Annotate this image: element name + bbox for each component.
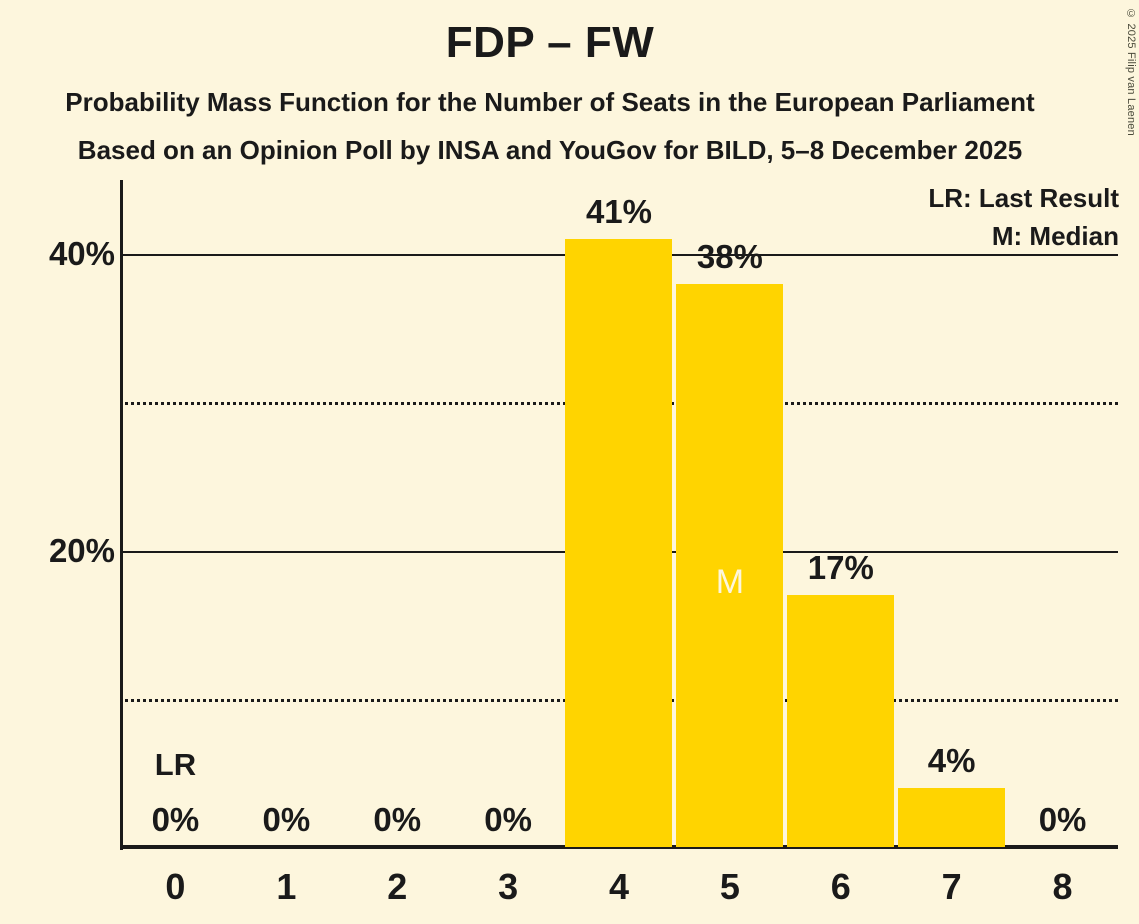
y-axis-line	[120, 180, 123, 850]
bar-value-label-seat-3: 0%	[484, 801, 532, 838]
bar-value-label-seat-4: 41%	[585, 193, 653, 231]
x-axis-tick-label-3: 3	[498, 866, 519, 907]
legend-item-last-result: LR: Last Result	[928, 183, 1119, 213]
bar-value-label-seat-6: 17%	[807, 549, 874, 587]
chart-subtitle-1: Probability Mass Function for the Number…	[65, 87, 1035, 117]
last-result-marker: LR	[154, 747, 197, 782]
x-axis-tick-label-4: 4	[608, 866, 629, 907]
y-axis-tick-label: 40%	[48, 235, 115, 273]
median-marker: M	[715, 562, 745, 601]
chart-subtitle-2: Based on an Opinion Poll by INSA and You…	[77, 135, 1023, 165]
x-axis-tick-label-0: 0	[165, 866, 186, 907]
x-axis-line	[120, 845, 1118, 849]
bar-seat-4	[565, 239, 673, 847]
bar-seat-6	[787, 595, 895, 847]
legend-item-median: M: Median	[991, 220, 1119, 251]
bar-seat-7	[898, 787, 1006, 847]
bar-value-label-seat-0: 0%	[151, 801, 200, 838]
bar-value-label-seat-1: 0%	[262, 801, 311, 838]
x-axis-tick-label-8: 8	[1052, 866, 1073, 907]
x-axis-tick-label-5: 5	[719, 866, 740, 907]
x-axis-tick-label-6: 6	[830, 866, 851, 907]
bar-seat-5	[676, 283, 784, 847]
bar-value-label-seat-5: 38%	[696, 237, 763, 275]
page-title: FDP – FW	[445, 18, 655, 67]
bar-value-label-seat-2: 0%	[373, 801, 422, 838]
chart-legend: LR: Last Result M: Median	[928, 180, 1119, 255]
y-axis-tick-label: 20%	[48, 531, 115, 569]
plot-area: 0% LR 0% 0% 0% 41% 38% M 17% 4% 0%	[120, 180, 1118, 847]
copyright-notice: © 2025 Filip van Laenen	[1125, 8, 1137, 136]
x-axis-tick-label-2: 2	[387, 866, 408, 907]
bar-value-label-seat-7: 4%	[927, 741, 976, 779]
bar-value-label-seat-8: 0%	[1038, 801, 1087, 838]
x-axis-tick-label-1: 1	[276, 866, 297, 907]
x-axis-tick-label-7: 7	[941, 866, 962, 907]
